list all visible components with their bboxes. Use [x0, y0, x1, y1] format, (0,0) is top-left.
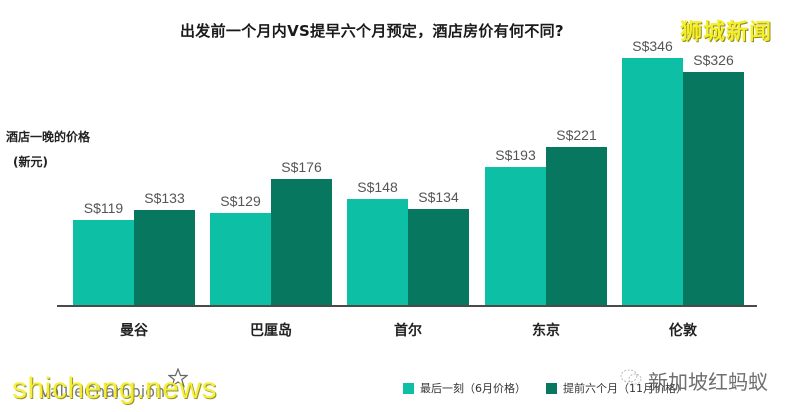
legend-label-six-months: 提前六个月（11月价格）	[563, 382, 687, 395]
watermark-top: 狮城新闻	[680, 20, 773, 45]
value-label: S$176	[281, 159, 322, 175]
category-label: 巴厘岛	[250, 323, 292, 339]
chart-title: 出发前一个月内VS提早六个月预定，酒店房价有何不同?	[180, 22, 564, 40]
legend-swatch-six-months	[546, 382, 557, 394]
value-label: S$221	[556, 127, 597, 143]
bar-six-months	[408, 209, 469, 305]
category-label: 首尔	[394, 323, 422, 339]
legend-item-last-minute: 最后一刻（6月价格）	[403, 380, 526, 396]
bar-six-months	[546, 147, 607, 305]
bar-six-months	[683, 72, 744, 305]
value-label: S$133	[144, 190, 185, 206]
legend-label-last-minute: 最后一刻（6月价格）	[420, 382, 526, 395]
watermark-wechat: 新加坡红蚂蚁	[648, 370, 768, 394]
bar-six-months	[134, 210, 195, 305]
legend-item-six-months: 提前六个月（11月价格）	[546, 380, 687, 396]
bar-last-minute	[485, 167, 546, 305]
category-label: 伦敦	[669, 323, 697, 339]
value-label: S$326	[693, 52, 734, 68]
bar-six-months	[271, 179, 332, 305]
brand-logo: ValueChampion	[40, 382, 166, 401]
wechat-icon	[620, 369, 642, 385]
star-icon	[168, 368, 188, 388]
value-label: S$148	[357, 179, 398, 195]
value-label: S$134	[418, 189, 459, 205]
value-label: S$193	[495, 147, 536, 163]
value-label: S$346	[632, 38, 673, 54]
legend-swatch-last-minute	[403, 382, 414, 394]
value-label: S$119	[83, 200, 124, 216]
category-label: 曼谷	[120, 323, 148, 339]
watermark-bottom: shicheng.news	[12, 372, 217, 405]
value-label: S$129	[220, 193, 261, 209]
bar-last-minute	[347, 199, 408, 305]
legend: 最后一刻（6月价格） 提前六个月（11月价格）	[403, 380, 707, 396]
category-label: 东京	[532, 323, 560, 339]
y-axis-unit: (新元)	[13, 155, 48, 169]
y-axis-label: 酒店一晚的价格	[6, 130, 91, 144]
bar-last-minute	[210, 213, 271, 305]
bar-last-minute	[73, 220, 134, 305]
bar-last-minute	[622, 58, 683, 305]
x-axis-baseline	[57, 305, 757, 307]
